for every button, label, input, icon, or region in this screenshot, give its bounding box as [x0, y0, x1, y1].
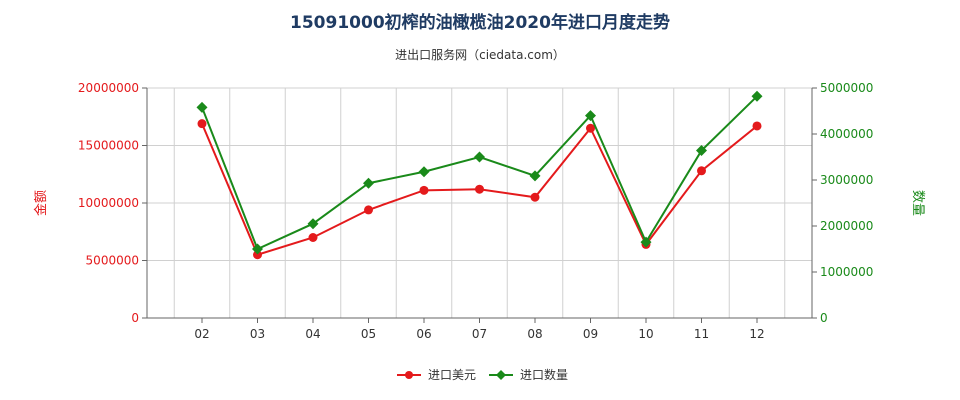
y-right-tick-label: 4000000 — [820, 127, 873, 141]
x-tick-label: 05 — [361, 327, 376, 341]
x-tick-label: 03 — [250, 327, 265, 341]
data-point-usd[interactable] — [197, 119, 207, 129]
x-tick-label: 08 — [527, 327, 542, 341]
y-right-tick-label: 1000000 — [820, 265, 873, 279]
data-point-usd[interactable] — [308, 233, 318, 242]
x-tick-label: 10 — [638, 327, 653, 341]
y-left-tick-label: 0 — [131, 311, 139, 325]
legend-usd-marker-icon — [397, 370, 421, 379]
x-tick-label: 12 — [749, 327, 764, 341]
data-point-qty[interactable] — [196, 101, 208, 113]
data-point-qty[interactable] — [474, 151, 485, 163]
data-point-usd[interactable] — [586, 123, 595, 133]
chart-title: 15091000初榨的油橄榄油2020年进口月度走势 — [290, 13, 670, 33]
data-point-qty[interactable] — [696, 145, 707, 157]
x-tick-label: 04 — [305, 327, 320, 341]
data-point-qty[interactable] — [418, 166, 430, 178]
legend-qty-label: 进口数量 — [520, 368, 569, 382]
data-point-qty[interactable] — [751, 90, 763, 102]
data-point-usd[interactable] — [475, 184, 484, 194]
data-point-qty[interactable] — [529, 170, 541, 182]
x-tick-label: 07 — [472, 327, 487, 341]
data-point-qty[interactable] — [252, 243, 263, 255]
x-tick-label: 02 — [194, 327, 209, 341]
x-tick-label: 09 — [583, 327, 598, 341]
legend-item-qty[interactable]: 进口数量 — [488, 366, 568, 383]
x-tick-label: 06 — [416, 327, 431, 341]
legend-qty-marker-icon — [489, 369, 513, 380]
data-point-qty[interactable] — [585, 110, 596, 122]
y-left-tick-label: 15000000 — [78, 139, 139, 153]
data-point-qty[interactable] — [307, 218, 319, 230]
legend-item-usd[interactable]: 进口美元 — [396, 366, 476, 383]
y-right-axis-title: 数量 — [910, 190, 925, 216]
y-left-tick-label: 20000000 — [78, 81, 139, 95]
data-point-qty[interactable] — [640, 236, 652, 248]
y-right-tick-label: 0 — [820, 311, 828, 325]
y-right-tick-label: 3000000 — [820, 173, 873, 187]
data-point-usd[interactable] — [752, 121, 762, 131]
data-point-usd[interactable] — [697, 166, 706, 176]
y-left-tick-label: 5000000 — [86, 254, 139, 268]
data-point-usd[interactable] — [419, 185, 429, 195]
chart-subtitle: 进出口服务网（ciedata.com） — [395, 48, 565, 62]
y-left-axis-title: 金额 — [33, 190, 49, 216]
data-point-usd[interactable] — [253, 250, 262, 260]
y-right-tick-label: 2000000 — [820, 219, 873, 233]
x-tick-label: 11 — [694, 327, 709, 341]
data-point-usd[interactable] — [364, 205, 373, 215]
legend-usd-label: 进口美元 — [428, 368, 477, 382]
y-left-tick-label: 10000000 — [78, 196, 139, 210]
data-point-usd[interactable] — [530, 192, 540, 202]
data-point-qty[interactable] — [363, 177, 374, 189]
y-right-tick-label: 5000000 — [820, 81, 873, 95]
